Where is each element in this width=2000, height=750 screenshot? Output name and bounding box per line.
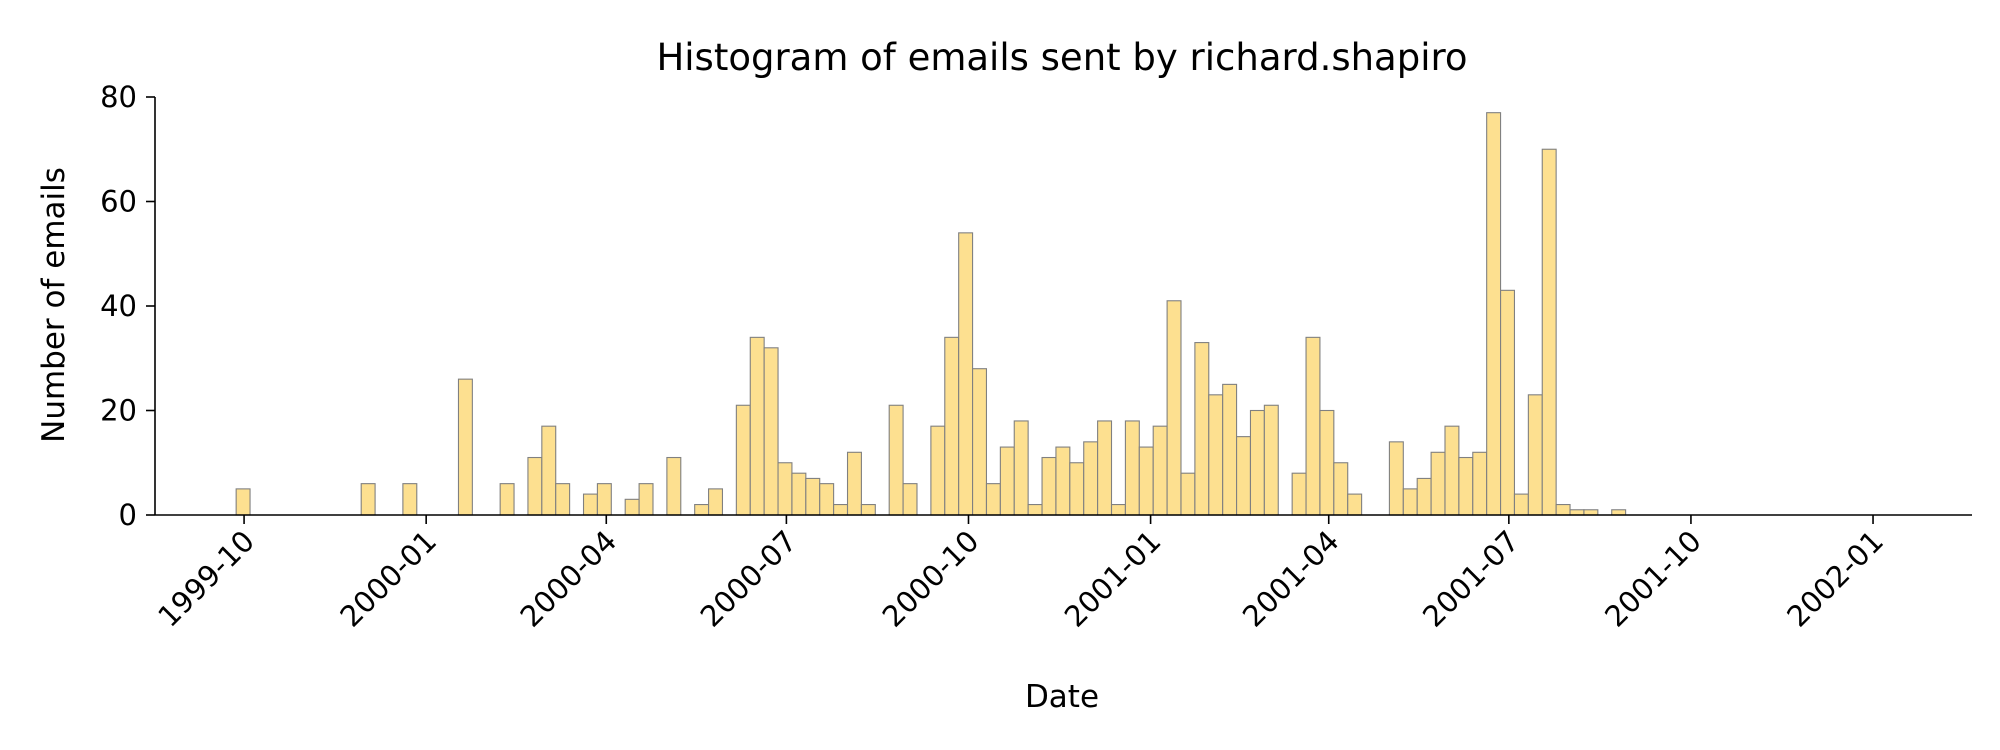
bars-group (235, 112, 1627, 516)
histogram-bar (624, 498, 640, 516)
histogram-bar (749, 336, 765, 516)
x-tick-label: 2002-01 (1780, 524, 1890, 634)
y-tick-label: 60 (100, 185, 137, 219)
histogram-bar (1458, 456, 1474, 516)
histogram-bar (1083, 441, 1099, 516)
histogram-bar (944, 336, 960, 516)
histogram-bar (1152, 425, 1168, 516)
histogram-bar (1069, 462, 1085, 516)
histogram-bar (1416, 477, 1432, 516)
histogram-bar (860, 503, 876, 516)
histogram-bar (999, 446, 1015, 516)
histogram-bar (1472, 451, 1488, 516)
histogram-bar (235, 488, 251, 516)
histogram-bar (805, 477, 821, 516)
histogram-bar (1180, 472, 1196, 516)
histogram-bar (958, 232, 974, 516)
x-tick-label: 1999-10 (151, 524, 261, 634)
histogram-bar (596, 483, 612, 516)
histogram-bar (846, 451, 862, 516)
histogram-bar (1249, 409, 1265, 516)
histogram-bar (708, 488, 724, 516)
histogram-bar (1041, 456, 1057, 516)
histogram-bar (1305, 336, 1321, 516)
x-tick-label: 2000-01 (333, 524, 443, 634)
histogram-bar (1333, 462, 1349, 516)
histogram-bar (1527, 394, 1543, 516)
histogram-bar (1027, 503, 1043, 516)
histogram-bar (1138, 446, 1154, 516)
histogram-bar (791, 472, 807, 516)
histogram-bar (985, 483, 1001, 516)
histogram-bar (888, 404, 904, 516)
histogram-bar (1430, 451, 1446, 516)
histogram-bar (1208, 394, 1224, 516)
histogram-bar (1319, 409, 1335, 516)
histogram-bar (360, 483, 376, 516)
histogram-bar (1347, 493, 1363, 516)
histogram-bar (833, 503, 849, 516)
histogram-bar (1291, 472, 1307, 516)
histogram-bar (763, 347, 779, 516)
histogram-bar (638, 483, 654, 516)
histogram-bar (582, 493, 598, 516)
histogram-bar (666, 456, 682, 516)
histogram-bar (1388, 441, 1404, 516)
y-tick-label: 0 (119, 498, 137, 532)
histogram-bar (1513, 493, 1529, 516)
histogram-bar (1013, 420, 1029, 516)
x-tick-label: 2001-10 (1598, 524, 1708, 634)
histogram-bar (777, 462, 793, 516)
histogram-bar (1194, 342, 1210, 516)
x-tick-label: 2000-04 (514, 524, 624, 634)
histogram-bar (1486, 112, 1502, 516)
histogram-bar (819, 483, 835, 516)
y-axis: 0 20 40 60 80 (100, 80, 156, 532)
x-axis: 1999-10 2000-01 2000-04 2000-07 2000-10 2001-… (151, 514, 1972, 634)
histogram-bar (541, 425, 557, 516)
histogram-bar (735, 404, 751, 516)
x-tick-label: 2001-07 (1416, 524, 1526, 634)
x-tick-label: 2000-07 (694, 524, 804, 634)
histogram-bar (1541, 148, 1557, 516)
x-tick-label: 2000-10 (876, 524, 986, 634)
histogram-bar (1097, 420, 1113, 516)
histogram-bar (1444, 425, 1460, 516)
histogram-bar (402, 483, 418, 516)
chart-title: Histogram of emails sent by richard.shap… (656, 36, 1467, 79)
histogram-bar (499, 483, 515, 516)
histogram-bar (902, 483, 918, 516)
histogram-bar (1055, 446, 1071, 516)
y-tick-label: 40 (100, 289, 137, 323)
histogram-bar (694, 503, 710, 516)
histogram-bar (1402, 488, 1418, 516)
x-axis-label: Date (1025, 679, 1099, 715)
y-tick-label: 20 (100, 394, 137, 428)
histogram-bar (527, 456, 543, 516)
histogram-bar (457, 378, 473, 516)
histogram-bar (972, 368, 988, 516)
x-tick-label: 2001-01 (1058, 524, 1168, 634)
histogram-bar (1110, 503, 1126, 516)
histogram-bar (1555, 503, 1571, 516)
histogram-bar (1124, 420, 1140, 516)
histogram-bar (1222, 383, 1238, 516)
histogram-bar (1500, 289, 1516, 516)
y-axis-label: Number of emails (36, 167, 72, 443)
histogram-bar (555, 483, 571, 516)
histogram-bar (930, 425, 946, 516)
y-tick-label: 80 (100, 80, 137, 114)
x-tick-label: 2001-04 (1236, 524, 1346, 634)
histogram-bar (1263, 404, 1279, 516)
histogram-bar (1166, 300, 1182, 516)
histogram-bar (1236, 436, 1252, 516)
